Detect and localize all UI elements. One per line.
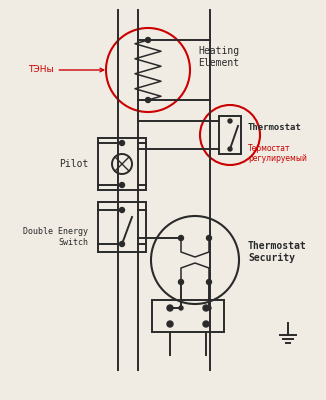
Circle shape bbox=[179, 236, 184, 240]
Circle shape bbox=[203, 321, 209, 327]
Circle shape bbox=[228, 119, 232, 123]
Circle shape bbox=[179, 306, 183, 310]
Text: Термостат
регулируемый: Термостат регулируемый bbox=[248, 144, 307, 163]
Bar bbox=[98, 202, 146, 252]
Circle shape bbox=[145, 38, 151, 42]
Circle shape bbox=[120, 182, 125, 188]
Circle shape bbox=[206, 236, 212, 240]
Text: Double Energy
Switch: Double Energy Switch bbox=[23, 227, 88, 247]
Circle shape bbox=[228, 147, 232, 151]
Circle shape bbox=[120, 140, 125, 146]
Text: Heating
Element: Heating Element bbox=[198, 46, 239, 68]
Circle shape bbox=[207, 306, 211, 310]
Bar bbox=[98, 138, 146, 190]
Text: Thermostat: Thermostat bbox=[248, 124, 302, 132]
Circle shape bbox=[120, 208, 125, 212]
Circle shape bbox=[203, 305, 209, 311]
Circle shape bbox=[167, 305, 173, 311]
Bar bbox=[219, 116, 241, 154]
Circle shape bbox=[145, 98, 151, 102]
Circle shape bbox=[179, 280, 184, 284]
Bar bbox=[152, 300, 224, 332]
Text: ТЭНы: ТЭНы bbox=[28, 66, 104, 74]
Circle shape bbox=[167, 321, 173, 327]
Text: Pilot: Pilot bbox=[59, 159, 88, 169]
Text: Thermostat
Security: Thermostat Security bbox=[248, 241, 307, 263]
Circle shape bbox=[120, 242, 125, 246]
Circle shape bbox=[206, 280, 212, 284]
